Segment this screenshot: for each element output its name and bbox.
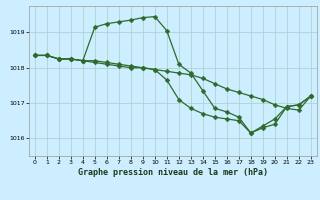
- X-axis label: Graphe pression niveau de la mer (hPa): Graphe pression niveau de la mer (hPa): [78, 168, 268, 177]
